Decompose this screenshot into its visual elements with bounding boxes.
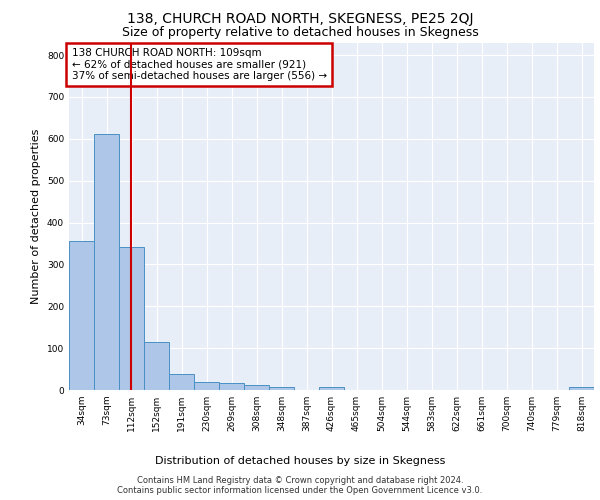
Bar (194, 382, 219, 390)
Bar (244, 385, 269, 390)
Text: 138, CHURCH ROAD NORTH, SKEGNESS, PE25 2QJ: 138, CHURCH ROAD NORTH, SKEGNESS, PE25 2… (127, 12, 473, 26)
Text: 138 CHURCH ROAD NORTH: 109sqm
← 62% of detached houses are smaller (921)
37% of : 138 CHURCH ROAD NORTH: 109sqm ← 62% of d… (71, 48, 327, 81)
Bar (569, 387, 594, 390)
Bar (119, 247, 144, 390)
Y-axis label: Number of detached properties: Number of detached properties (31, 128, 41, 304)
Bar (219, 383, 244, 390)
Text: Contains public sector information licensed under the Open Government Licence v3: Contains public sector information licen… (118, 486, 482, 495)
Text: Distribution of detached houses by size in Skegness: Distribution of detached houses by size … (155, 456, 445, 466)
Bar (169, 374, 194, 390)
Bar (144, 342, 169, 390)
Bar (94, 134, 119, 390)
Text: Contains HM Land Registry data © Crown copyright and database right 2024.: Contains HM Land Registry data © Crown c… (137, 476, 463, 485)
Bar (69, 240, 94, 390)
Bar (269, 387, 294, 390)
Bar (319, 387, 344, 390)
Text: Size of property relative to detached houses in Skegness: Size of property relative to detached ho… (122, 26, 478, 39)
